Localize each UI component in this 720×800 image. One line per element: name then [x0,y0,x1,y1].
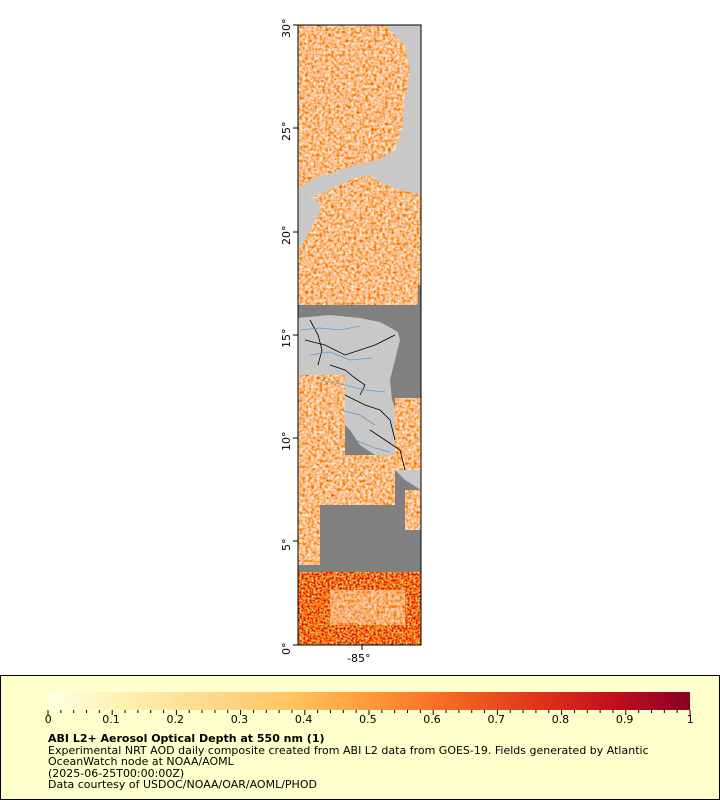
colorbar-tick-label: 0.3 [230,713,249,726]
aod-map [293,24,422,650]
country-borders [304,319,406,471]
colorbar-tick-label: 0.1 [102,713,120,726]
colorbar-tick-label: 0.2 [166,713,185,726]
y-label-25: 25° [280,121,293,142]
land-north-coast [298,25,421,205]
rivers [299,325,391,453]
colorbar-tick-label: 1 [686,713,694,726]
colorbar-tick-label: 0.5 [359,713,377,726]
footer-line-3: (2025-06-25T00:00:00Z) [48,766,185,780]
y-label-20: 20° [280,225,293,246]
y-label-5: 5° [280,538,293,552]
map-area: 0° 5° 10° 15° 20° 25° 30° -85° [280,18,422,665]
footer-title: ABI L2+ Aerosol Optical Depth at 550 nm … [48,732,325,745]
y-label-0: 0° [280,642,293,656]
aod-south-patch-2 [298,500,320,565]
colorbar-tick-label: 0.4 [294,713,313,726]
colorbar-gradient [48,692,690,710]
aod-mid-region [298,258,418,305]
aod-east-region [395,398,421,470]
aod-north-region [298,25,421,285]
y-axis-ticks [293,24,363,650]
aod-south-patch-3 [405,490,421,530]
aod-south-patch-1 [298,455,395,505]
colorbar-tick-label: 0.6 [423,713,441,726]
y-label-30: 30° [280,18,293,39]
footer-line-1: Experimental NRT AOD daily composite cre… [48,743,649,757]
colorbar [47,692,691,715]
aod-west-region [298,375,345,455]
legend-panel: 0 0.1 0.2 0.3 0.4 0.5 0.6 0.7 0.8 0.9 1 ABI L2+ Ae… [0,675,720,800]
colorbar-tick-label: 0.7 [487,713,506,726]
footer-line-4: Data courtesy of USDOC/NOAA/OAR/AOML/PHO… [48,778,317,791]
x-label-minus85: -85° [347,652,371,665]
colorbar-tick-label: 0.9 [615,713,634,726]
y-label-15: 15° [280,328,293,349]
colorbar-tick-label: 0.8 [551,713,570,726]
y-label-10: 10° [280,431,293,452]
aod-bottom-light [330,590,405,625]
colorbar-tick-label: 0 [44,713,52,726]
land-west-strip [298,198,322,250]
footer-text: ABI L2+ Aerosol Optical Depth at 550 nm … [48,733,649,791]
footer-line-2: OceanWatch node at NOAA/AOML [48,755,234,768]
